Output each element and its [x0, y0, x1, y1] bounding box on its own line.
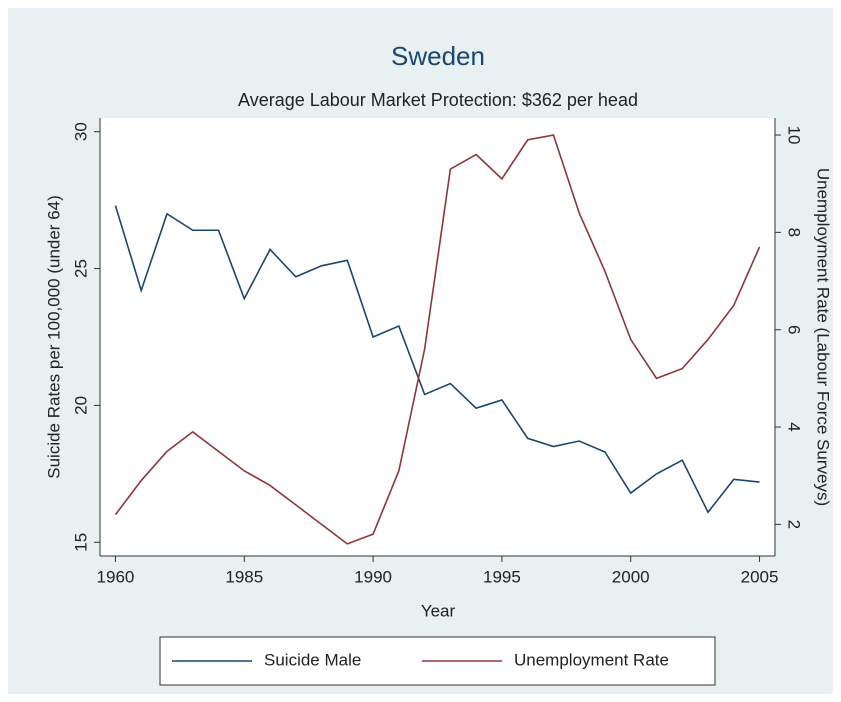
x-tick-label: 1985 [225, 567, 263, 586]
chart-subtitle: Average Labour Market Protection: $362 p… [238, 90, 638, 110]
x-tick-label: 1995 [483, 567, 521, 586]
y-tick-label: 30 [71, 122, 90, 141]
y-tick-label: 20 [71, 396, 90, 415]
x-axis-title: Year [421, 601, 456, 620]
y2-tick-label: 10 [785, 126, 804, 145]
y2-tick-label: 4 [785, 422, 804, 431]
x-tick-label: 2000 [612, 567, 650, 586]
x-tick-label: 1990 [354, 567, 392, 586]
y-axis-title: Suicide Rates per 100,000 (under 64) [44, 195, 63, 479]
legend-label: Unemployment Rate [514, 650, 669, 669]
y-tick-label: 15 [71, 533, 90, 552]
y2-tick-label: 8 [785, 228, 804, 237]
x-tick-label: 1960 [97, 567, 135, 586]
y2-tick-label: 6 [785, 325, 804, 334]
series-line [114, 205, 760, 514]
legend-box [159, 636, 716, 686]
series-line [114, 134, 761, 545]
chart-title: Sweden [391, 41, 485, 71]
legend-label: Suicide Male [264, 650, 361, 669]
y2-axis-title: Unemployment Rate (Labour Force Surveys) [814, 168, 833, 506]
plot-area [100, 118, 775, 556]
y-tick-label: 25 [71, 259, 90, 278]
y2-tick-label: 2 [785, 520, 804, 529]
x-tick-label: 2005 [741, 567, 779, 586]
